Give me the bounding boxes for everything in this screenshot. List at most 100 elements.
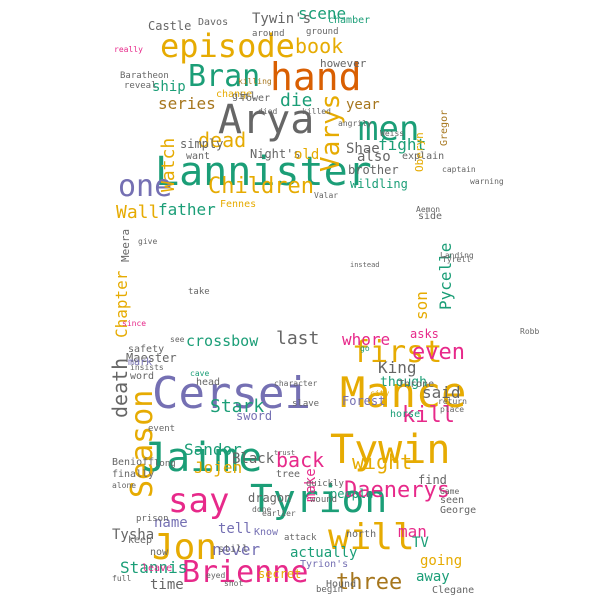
word-baratheon: Baratheon [120,71,169,81]
word-robb: Robb [520,327,540,336]
word-stannis: Stannis [120,558,188,577]
word-trust: trust [274,449,296,457]
word-valar: Valar [314,191,339,200]
word-brienne: Brienne [182,555,309,590]
word-tysha: Tysha [112,527,155,543]
word-george: George [440,505,477,516]
word-maester: Maester [126,351,177,365]
word-ground: ground [306,27,339,37]
word-tell: tell [218,521,252,537]
word-seen: seen [440,495,465,506]
word-wildling: wildling [350,177,408,191]
word-tyrion: Tyrion [250,477,388,521]
word-old: old [294,147,320,163]
word-aemon: Aemon [416,205,441,214]
word-keep: keep [128,535,153,546]
word-tyrell: Tyrell [442,255,471,264]
word-captain: captain [442,165,476,174]
word-long: long [154,459,176,469]
word-hand: hand [270,55,362,99]
word-asks: asks [410,327,439,341]
word-death: death [108,357,132,418]
word-brother: brother [348,163,399,177]
word-daenerys: Daenerys [344,478,450,503]
word-leave: leave [142,563,173,574]
word-quickly: quickly [306,479,344,489]
word-black: Black [232,451,275,467]
word-died: died [258,107,278,116]
word-son: son [412,291,431,320]
word-safety: safety [128,344,165,355]
word-dead: dead [198,128,247,152]
word-wight: wight [352,450,413,474]
word-secret: secret [258,567,302,581]
word-fight: fight [378,135,427,154]
word-davos: Davos [198,17,229,28]
word-name: name [154,515,188,531]
word-killed: killed [302,107,331,116]
word-go: go [360,344,370,353]
word-finally: finally [112,469,155,480]
word-one: one [118,169,173,204]
word-episode: episode [160,27,295,65]
word-scene: scene [298,4,347,23]
word-kill: kill [402,403,455,428]
word-know: Know [254,527,279,538]
word-father: father [158,200,216,219]
word-fennes: Fennes [220,199,257,210]
word-never: never [212,540,261,559]
word-character: character [274,379,318,388]
word-said: said [422,383,461,402]
word-watch: Watch [158,137,179,192]
word-north: north [346,529,377,540]
word-benioff: Benioff [112,457,155,468]
word-cersei: Cersei [152,368,311,419]
word-dragon: dragon [248,491,292,505]
word-instead: instead [350,261,380,269]
word-since: since [122,319,147,328]
word-three: three [336,570,403,595]
word-take: take [188,287,210,297]
word-tyrion-s: Tyrion's [300,559,349,570]
word-tywin-s: Tywin's [252,11,312,27]
word-tywin: Tywin [330,427,451,473]
word-also: also [357,149,391,165]
word-prison: prison [136,514,169,524]
word-sword: sword [236,409,273,423]
word-chamber: chamber [328,15,371,26]
word-earlier: earlier [262,509,296,518]
word-say: say [168,481,230,521]
word-girl: girl [232,91,257,102]
word-throne: Throne [398,379,435,390]
word-insists: insists [130,363,164,372]
word-gregor: Gregor [439,109,450,146]
word-book: book [295,34,344,58]
word-even: even [412,340,465,365]
word-year: year [346,97,380,113]
word-landing: Landing [440,251,474,260]
word-king: King [378,358,417,377]
word-now: now [150,547,169,558]
word-around: around [252,29,285,39]
word-ship: ship [152,79,186,95]
word-away: away [416,569,450,585]
word-will: will [328,517,415,558]
word-wall: Wall [116,202,160,223]
word-warning: warning [470,177,504,186]
word-actually: actually [290,545,358,561]
word-alone: alone [112,481,137,490]
word-word: word [130,371,155,382]
word-simply: simply [180,137,224,151]
word-angrily: angrily [338,119,372,128]
word-city: city [370,389,390,398]
word-killing: killing [238,77,272,86]
word-weiss: Weiss [380,129,405,138]
word-eyed: eyed [206,571,226,580]
word-going: going [420,553,463,569]
word-series: series [158,94,216,113]
word-cave: cave [190,369,210,378]
word-return: return [438,397,467,406]
word-castle: Castle [148,19,192,33]
word-mance: Mance [340,368,467,417]
